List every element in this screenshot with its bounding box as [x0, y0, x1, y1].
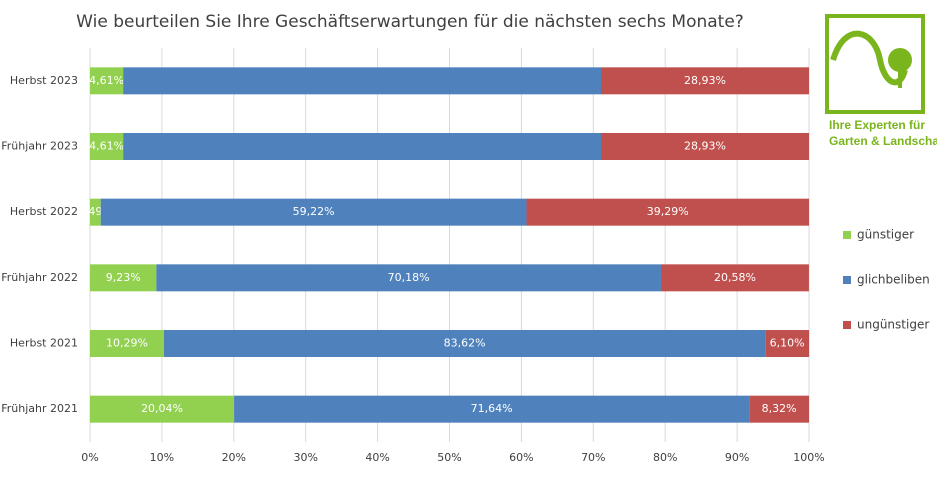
bar-segment [765, 330, 810, 357]
legend-swatch [843, 231, 851, 239]
logo: Ihre Experten für Garten & Landschaft [825, 14, 937, 148]
data-label: 20,04% [141, 402, 183, 415]
x-tick-label: 40% [365, 451, 389, 464]
data-label: 6,10% [770, 337, 805, 350]
data-label: 70,18% [388, 271, 430, 284]
data-label: 10,29% [106, 337, 148, 350]
bar-segment [90, 133, 124, 160]
logo-curve [830, 30, 908, 86]
logo-trunk [898, 68, 902, 88]
y-tick-label: Herbst 2022 [10, 205, 78, 218]
data-label: 83,62% [444, 337, 486, 350]
data-label: 28,93% [684, 140, 726, 153]
x-tick-label: 80% [653, 451, 677, 464]
x-tick-label: 30% [293, 451, 317, 464]
logo-tree [888, 48, 912, 72]
bar-segment [123, 133, 601, 160]
data-label: 39,29% [647, 205, 689, 218]
bar-segment [100, 198, 527, 226]
data-label: 59,22% [293, 205, 335, 218]
data-label: 20,58% [714, 271, 756, 284]
data-label: 71,64% [471, 402, 513, 415]
legend-label: glichbeliben [857, 273, 930, 287]
x-tick-label: 20% [222, 451, 246, 464]
legend-swatch [843, 276, 851, 284]
y-tick-label: Herbst 2023 [10, 74, 78, 87]
bar-segment [90, 264, 157, 292]
bar-segment [123, 67, 601, 95]
bar-segment [600, 133, 809, 160]
y-tick-label: Frühjahr 2022 [1, 271, 78, 284]
y-tick-label: Frühjahr 2023 [1, 140, 78, 153]
bar-segment [90, 67, 124, 95]
data-label: 4,61% [89, 140, 124, 153]
bar-segment [600, 67, 809, 95]
x-tick-label: 60% [509, 451, 533, 464]
x-tick-label: 70% [581, 451, 605, 464]
bar-segment [90, 330, 164, 357]
chart-title: Wie beurteilen Sie Ihre Geschäftserwartu… [76, 12, 744, 32]
legend-swatch [843, 321, 851, 329]
legend-label: günstiger [857, 228, 914, 242]
x-tick-label: 50% [437, 451, 461, 464]
bar-segment [234, 395, 750, 423]
data-label: 4,61% [89, 74, 124, 87]
data-label: 8,32% [762, 402, 797, 415]
logo-frame [825, 14, 925, 114]
x-tick-label: 90% [725, 451, 749, 464]
bar-segment [526, 198, 809, 226]
x-tick-label: 0% [81, 451, 98, 464]
bar-segment [90, 395, 235, 423]
logo-text: Ihre Experten für [829, 118, 925, 132]
bar-segment [660, 264, 809, 292]
bar-segment [163, 330, 766, 357]
bar-segment [156, 264, 661, 292]
legend-label: ungünstiger [857, 318, 929, 332]
y-tick-label: Frühjahr 2021 [1, 402, 78, 415]
data-label: 28,93% [684, 74, 726, 87]
bar-segment [90, 198, 101, 226]
logo-text: Garten & Landschaft [829, 134, 937, 148]
y-tick-label: Herbst 2021 [10, 337, 78, 350]
x-tick-label: 10% [150, 451, 174, 464]
bar-segment [749, 395, 809, 423]
x-tick-label: 100% [793, 451, 824, 464]
data-label: 9,23% [106, 271, 141, 284]
